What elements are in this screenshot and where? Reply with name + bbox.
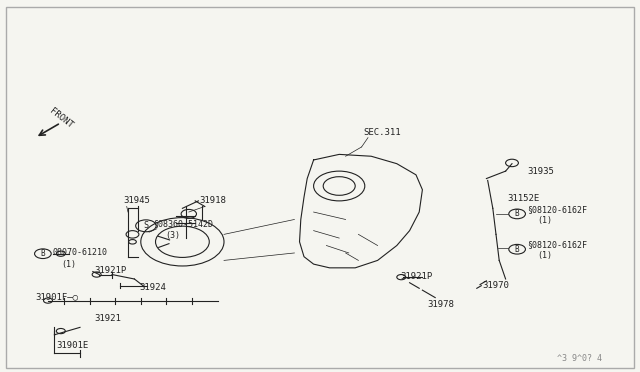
Text: 31918: 31918 xyxy=(200,196,227,205)
Text: 31152E: 31152E xyxy=(508,194,540,203)
Text: 31901E: 31901E xyxy=(56,341,88,350)
Text: FRONT: FRONT xyxy=(48,106,75,130)
Text: 31978: 31978 xyxy=(428,300,454,309)
Text: §08360-5142D: §08360-5142D xyxy=(154,219,214,228)
Text: 31921P: 31921P xyxy=(95,266,127,275)
Text: §08120-6162F: §08120-6162F xyxy=(527,205,587,214)
Text: (1): (1) xyxy=(538,251,552,260)
Text: §08120-6162F: §08120-6162F xyxy=(527,240,587,249)
Text: ^3 9^0? 4: ^3 9^0? 4 xyxy=(557,355,602,363)
Text: 31921: 31921 xyxy=(95,314,122,323)
Text: 31970: 31970 xyxy=(483,281,509,290)
Text: 31921P: 31921P xyxy=(400,272,432,280)
Text: B: B xyxy=(515,245,520,254)
Text: (1): (1) xyxy=(538,216,552,225)
Text: 31945: 31945 xyxy=(123,196,150,205)
Text: B: B xyxy=(40,249,45,258)
Text: 31924: 31924 xyxy=(140,283,166,292)
Text: 31901F—○: 31901F—○ xyxy=(35,292,78,301)
Text: 08070-61210: 08070-61210 xyxy=(52,248,108,257)
Text: SEC.311: SEC.311 xyxy=(364,128,401,137)
Text: S: S xyxy=(143,221,148,230)
Text: (1): (1) xyxy=(61,260,76,269)
Text: (3): (3) xyxy=(165,231,180,240)
Text: B: B xyxy=(515,209,520,218)
Text: 31935: 31935 xyxy=(527,167,554,176)
